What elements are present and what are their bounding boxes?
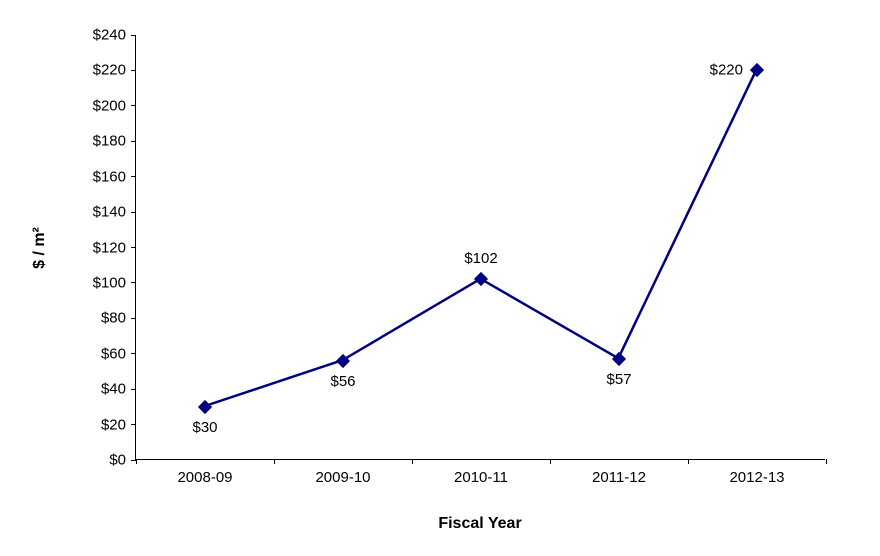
x-tick-mark [136,459,137,464]
y-tick-label: $80 [101,310,136,327]
line-series [205,70,756,406]
y-tick-label: $140 [93,204,136,221]
y-axis-title: $ / m² [31,227,49,269]
x-tick-mark [688,459,689,464]
y-tick-label: $0 [109,452,136,469]
y-tick-label: $120 [93,239,136,256]
cost-per-sqm-chart: $0 $20 $40 $60 $80 $100 $120 $140 $160 $180 $200 $2… [0,0,880,556]
data-label: $56 [330,373,355,390]
x-tick-label: 2012-13 [729,459,784,486]
x-axis-title: Fiscal Year [438,515,521,533]
data-label: $220 [710,62,743,79]
x-tick-mark [412,459,413,464]
plot-area: $0$20$40$60$80$100$120$140$160$180$200$2… [135,35,825,460]
line-path-layer [136,35,825,459]
y-tick-label: $240 [93,27,136,44]
y-tick-label: $220 [93,62,136,79]
y-tick-label: $100 [93,274,136,291]
data-label: $57 [606,371,631,388]
x-tick-label: 2009-10 [315,459,370,486]
y-tick-label: $20 [101,416,136,433]
x-tick-mark [550,459,551,464]
y-tick-label: $160 [93,168,136,185]
x-tick-mark [274,459,275,464]
data-label: $30 [192,419,217,436]
y-tick-label: $40 [101,381,136,398]
x-tick-label: 2010-11 [454,459,508,486]
x-tick-mark [826,459,827,464]
x-tick-label: 2008-09 [177,459,232,486]
y-tick-label: $180 [93,133,136,150]
data-label: $102 [464,250,497,267]
y-tick-label: $60 [101,345,136,362]
y-tick-label: $200 [93,97,136,114]
x-tick-label: 2011-12 [592,459,646,486]
